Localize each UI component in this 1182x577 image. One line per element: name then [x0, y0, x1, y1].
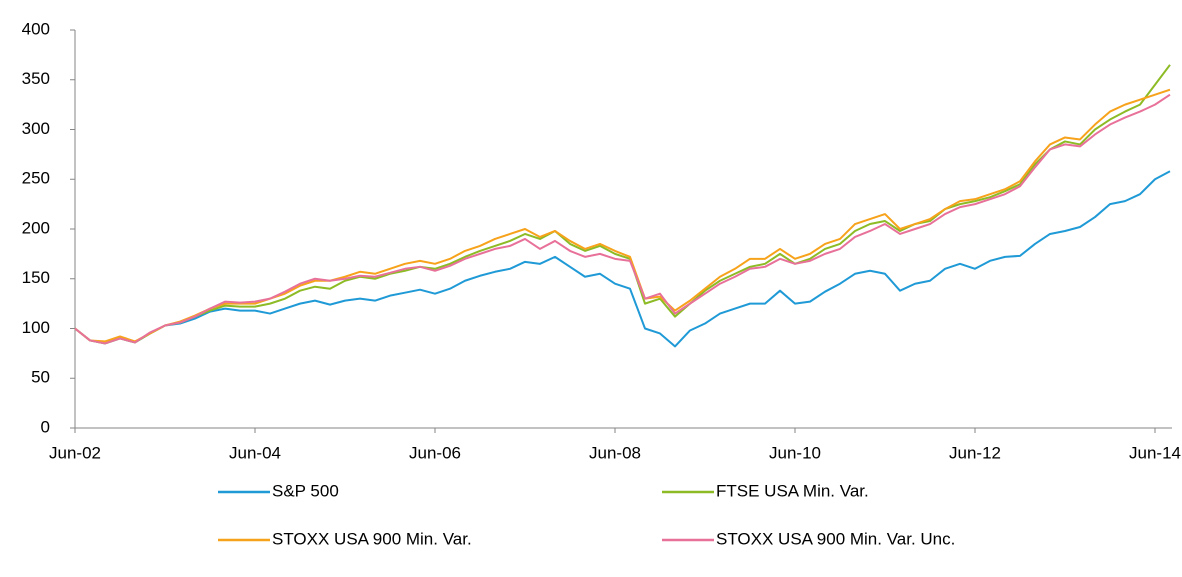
x-tick-label: Jun-12 — [949, 443, 1001, 462]
y-tick-label: 200 — [22, 218, 50, 237]
x-tick-label: Jun-08 — [589, 443, 641, 462]
y-tick-label: 300 — [22, 119, 50, 138]
y-tick-label: 250 — [22, 169, 50, 188]
y-tick-label: 100 — [22, 318, 50, 337]
legend-label: STOXX USA 900 Min. Var. — [272, 529, 472, 548]
series-line — [74, 88, 1171, 343]
legend-label: S&P 500 — [272, 481, 339, 500]
y-tick-label: 400 — [22, 19, 50, 38]
y-tick-label: 50 — [31, 368, 50, 387]
legend-label: STOXX USA 900 Min. Var. Unc. — [716, 529, 955, 548]
y-tick-label: 350 — [22, 69, 50, 88]
x-tick-label: Jun-14 — [1129, 443, 1181, 462]
y-tick-label: 0 — [41, 417, 50, 436]
series-line — [74, 93, 1171, 345]
x-tick-label: Jun-02 — [49, 443, 101, 462]
y-tick-label: 150 — [22, 268, 50, 287]
series-line — [74, 64, 1171, 345]
x-tick-label: Jun-04 — [229, 443, 281, 462]
series-line — [74, 170, 1171, 348]
legend-label: FTSE USA Min. Var. — [716, 481, 869, 500]
x-tick-label: Jun-06 — [409, 443, 461, 462]
x-tick-label: Jun-10 — [769, 443, 821, 462]
